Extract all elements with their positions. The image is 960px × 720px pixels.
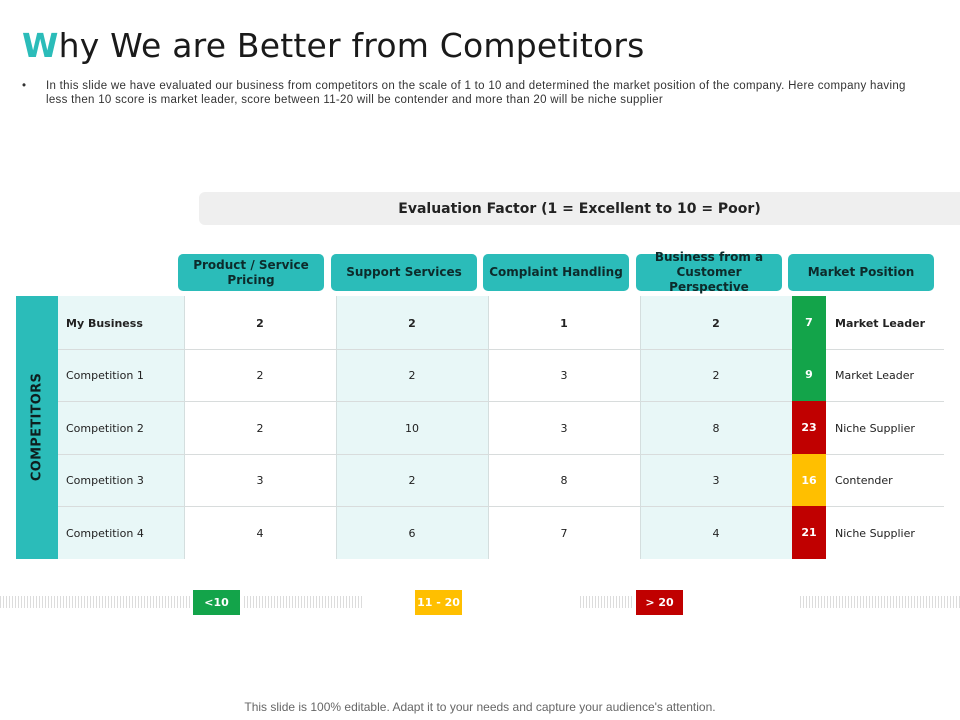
dotted-divider: [800, 596, 960, 608]
cell-customer-perspective: 3: [712, 474, 720, 488]
cell-complaint: 3: [560, 421, 568, 435]
description-text: In this slide we have evaluated our busi…: [46, 80, 906, 106]
row-divider: [58, 348, 944, 350]
row-label-column: [58, 296, 184, 559]
cell-pricing: 2: [256, 369, 264, 383]
column-support: [336, 296, 488, 559]
cell-customer-perspective: 2: [712, 369, 720, 383]
column-pricing: [184, 296, 336, 559]
legend-low: <10: [193, 590, 240, 615]
row-divider: [58, 506, 944, 508]
cell-support: 2: [408, 369, 416, 383]
dotted-divider: [580, 596, 632, 608]
row-divider: [58, 401, 944, 403]
row-divider: [58, 453, 944, 455]
bullet-icon: •: [22, 80, 27, 92]
cell-customer-perspective: 4: [712, 526, 720, 540]
market-score: 23: [792, 401, 826, 454]
row-name: Competition 1: [66, 369, 144, 383]
cell-complaint: 1: [560, 316, 568, 330]
market-position: Market Leader: [835, 369, 915, 383]
footer-note: This slide is 100% editable. Adapt it to…: [244, 700, 716, 714]
slide-title: Why We are Better from Competitors: [22, 26, 645, 65]
market-score: 9: [792, 348, 826, 402]
market-score: 7: [792, 296, 826, 349]
column-header-market-position: Market Position: [788, 254, 934, 291]
cell-complaint: 8: [560, 474, 568, 488]
title-text: hy We are Better from Competitors: [58, 26, 645, 65]
market-position: Niche Supplier: [835, 526, 915, 540]
cell-support: 2: [408, 316, 416, 330]
cell-pricing: 2: [256, 421, 264, 435]
market-score: 21: [792, 506, 826, 559]
row-name: My Business: [66, 316, 143, 330]
market-position: Niche Supplier: [835, 421, 915, 435]
cell-pricing: 2: [256, 316, 264, 330]
row-name: Competition 4: [66, 526, 144, 540]
row-name: Competition 3: [66, 474, 144, 488]
cell-complaint: 3: [560, 369, 568, 383]
competitors-label: COMPETITORS: [29, 372, 45, 482]
legend-mid: 11 - 20: [415, 590, 462, 615]
column-header-support: Support Services: [331, 254, 477, 291]
competitors-sidebar: [16, 296, 58, 559]
market-position: Contender: [835, 474, 893, 488]
cell-pricing: 3: [256, 474, 264, 488]
cell-support: 2: [408, 474, 416, 488]
legend-low-label: <10: [204, 596, 229, 609]
legend-high: > 20: [636, 590, 683, 615]
cell-pricing: 4: [256, 526, 264, 540]
row-name: Competition 2: [66, 421, 144, 435]
cell-support: 6: [408, 526, 416, 540]
cell-customer-perspective: 8: [712, 421, 720, 435]
column-divider: [184, 296, 185, 559]
column-complaint: [488, 296, 640, 559]
column-divider: [336, 296, 337, 559]
column-customer-perspective: [640, 296, 792, 559]
dotted-divider: [0, 596, 190, 608]
column-header-customer-perspective: Business from a Customer Perspective: [636, 250, 782, 294]
cell-complaint: 7: [560, 526, 568, 540]
column-divider: [640, 296, 641, 559]
column-header-complaint: Complaint Handling: [483, 254, 629, 291]
column-divider: [488, 296, 489, 559]
title-accent-letter: W: [22, 26, 59, 65]
market-position: Market Leader: [835, 316, 926, 330]
column-header-pricing: Product / Service Pricing: [178, 254, 324, 291]
dotted-divider: [244, 596, 364, 608]
cell-support: 10: [405, 421, 419, 435]
evaluation-factor-header: Evaluation Factor (1 = Excellent to 10 =…: [199, 192, 960, 225]
legend-mid-label: 11 - 20: [417, 596, 460, 609]
cell-customer-perspective: 2: [712, 316, 720, 330]
market-score: 16: [792, 453, 826, 507]
legend-high-label: > 20: [645, 596, 674, 609]
